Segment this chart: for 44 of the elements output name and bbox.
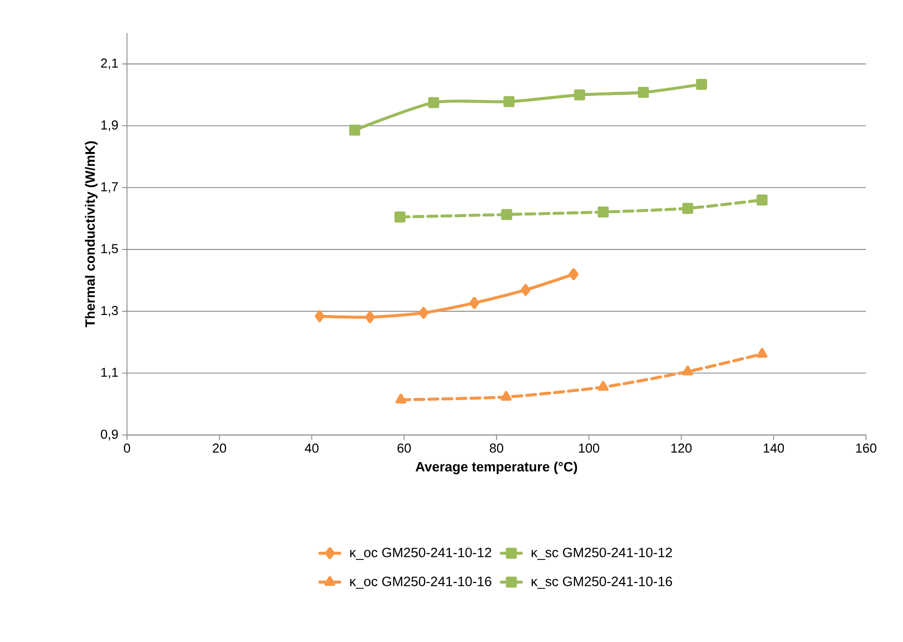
x-tick-label: 160 [856, 444, 876, 453]
point [314, 310, 324, 322]
y-tick-label: 1,5 [101, 244, 118, 255]
y-tick-label: 1,3 [101, 306, 118, 317]
point [428, 97, 440, 108]
point [682, 366, 694, 376]
x-axis-title: Average temperature (°C) [416, 462, 578, 474]
y-tick-label: 0,9 [100, 430, 118, 440]
x-tick-label: 0 [124, 444, 130, 453]
y-tick-label: 2,1 [101, 58, 118, 70]
point [396, 394, 406, 404]
point [349, 124, 360, 136]
y-tick-label: 1,9 [101, 120, 118, 132]
legend-label: κ_oc GM250-241-10-12 [350, 548, 492, 560]
point [598, 381, 609, 391]
point [682, 202, 694, 214]
legend-label: κ_oc GM250-241-10-16 [350, 576, 492, 589]
point [638, 86, 649, 98]
point [520, 284, 530, 296]
legend-label: κ_sc GM250-241-10-12 [532, 548, 672, 560]
point [503, 96, 514, 108]
x-tick-label: 60 [398, 444, 411, 453]
point [756, 194, 768, 206]
x-tick-label: 20 [212, 444, 226, 453]
point [501, 209, 512, 220]
y-tick-label: 1,7 [101, 182, 118, 193]
point [598, 206, 609, 218]
x-tick-label: 100 [579, 444, 600, 453]
point [756, 348, 768, 358]
point [696, 78, 708, 90]
point [568, 268, 579, 280]
legend-label: κ_sc GM250-241-10-16 [532, 576, 672, 589]
x-tick-label: 140 [764, 444, 784, 453]
x-tick-label: 120 [671, 444, 692, 453]
point [365, 311, 375, 324]
point [418, 306, 428, 319]
x-tick-label: 40 [304, 444, 318, 453]
point [469, 296, 480, 309]
point [574, 89, 586, 100]
x-tick-label: 80 [490, 444, 504, 453]
y-tick-label: 1,1 [101, 368, 118, 378]
point [394, 211, 406, 222]
y-axis-title: Thermal conductivity (W/mK) [84, 141, 98, 328]
point [500, 390, 512, 401]
